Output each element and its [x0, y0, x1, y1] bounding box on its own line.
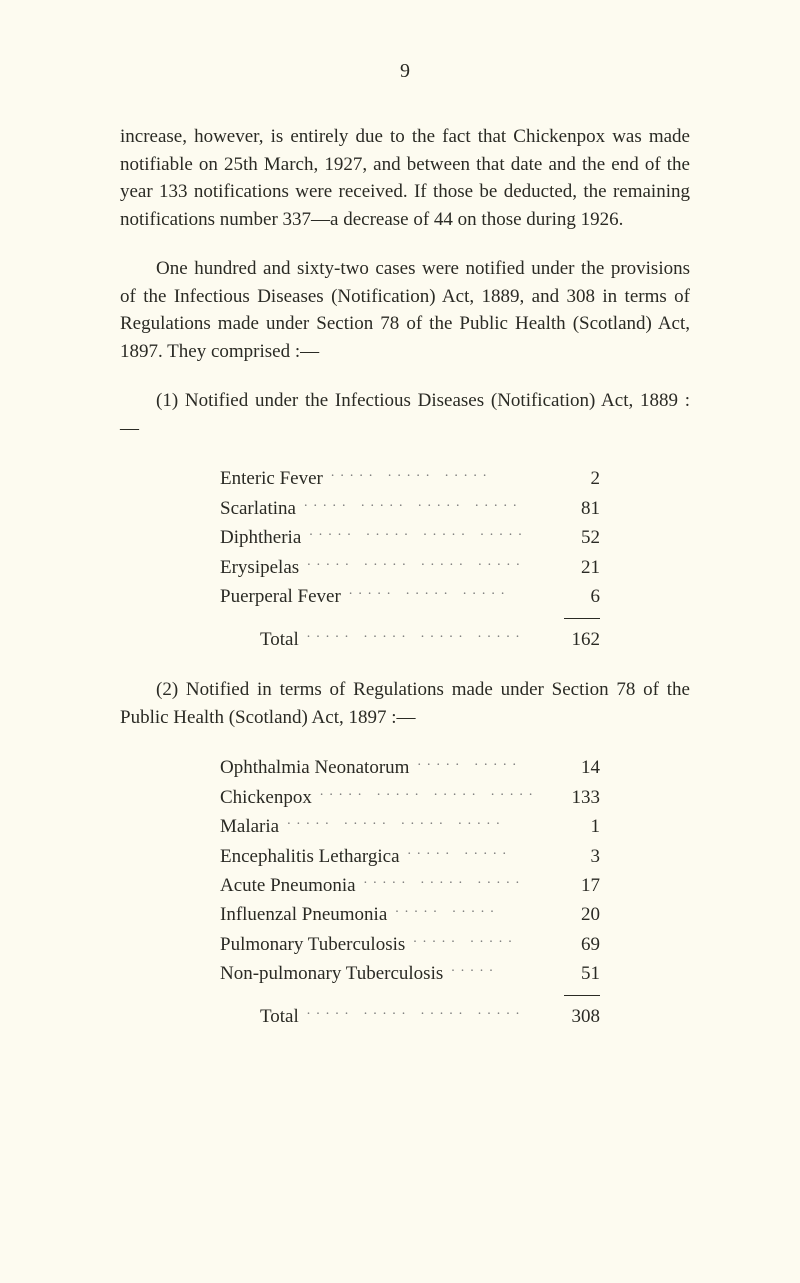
dots-filler: ..... ..... ..... .....	[307, 623, 552, 652]
list-item: Scarlatina ..... ..... ..... ..... 81	[120, 494, 690, 523]
item-label: Puerperal Fever	[220, 582, 341, 611]
dots-filler: ..... ..... .....	[364, 869, 552, 898]
dots-filler: ..... ..... ..... .....	[307, 1000, 552, 1029]
list-item: Diphtheria ..... ..... ..... ..... 52	[120, 523, 690, 552]
item-label: Influenzal Pneumonia	[220, 900, 387, 929]
dots-filler: ..... .....	[395, 898, 552, 927]
dots-filler: ..... ..... ..... .....	[320, 781, 552, 810]
paragraph-3: (1) Notified under the Infectious Diseas…	[120, 387, 690, 442]
item-label: Non-pulmonary Tuberculosis	[220, 959, 443, 988]
item-label: Enteric Fever	[220, 464, 323, 493]
list-item: Encephalitis Lethargica ..... ..... 3	[120, 842, 690, 871]
item-value: 51	[560, 959, 600, 988]
list-item: Non-pulmonary Tuberculosis ..... 51	[120, 959, 690, 988]
dots-filler: ..... ..... ..... .....	[287, 810, 552, 839]
total-label: Total	[260, 1002, 299, 1031]
item-label: Malaria	[220, 812, 279, 841]
dots-filler: ..... .....	[417, 751, 552, 780]
total-rule	[564, 995, 600, 996]
item-label: Encephalitis Lethargica	[220, 842, 400, 871]
list-item: Enteric Fever ..... ..... ..... 2	[120, 464, 690, 493]
paragraph-1: increase, however, is entirely due to th…	[120, 123, 690, 233]
item-label: Chickenpox	[220, 783, 312, 812]
item-value: 20	[560, 900, 600, 929]
dots-filler: .....	[451, 957, 552, 986]
item-value: 14	[560, 753, 600, 782]
list-2: Ophthalmia Neonatorum ..... ..... 14 Chi…	[120, 753, 690, 1031]
paragraph-4: (2) Notified in terms of Regulations mad…	[120, 676, 690, 731]
item-label: Erysipelas	[220, 553, 299, 582]
total-row: Total ..... ..... ..... ..... 308	[120, 1002, 690, 1031]
item-value: 133	[560, 783, 600, 812]
item-value: 2	[560, 464, 600, 493]
list-item: Erysipelas ..... ..... ..... ..... 21	[120, 553, 690, 582]
item-label: Pulmonary Tuberculosis	[220, 930, 405, 959]
item-label: Diphtheria	[220, 523, 301, 552]
list-item: Acute Pneumonia ..... ..... ..... 17	[120, 871, 690, 900]
list-item: Pulmonary Tuberculosis ..... ..... 69	[120, 930, 690, 959]
list-item: Puerperal Fever ..... ..... ..... 6	[120, 582, 690, 611]
item-label: Acute Pneumonia	[220, 871, 356, 900]
list-item: Malaria ..... ..... ..... ..... 1	[120, 812, 690, 841]
item-value: 81	[560, 494, 600, 523]
list-item: Influenzal Pneumonia ..... ..... 20	[120, 900, 690, 929]
item-value: 21	[560, 553, 600, 582]
item-label: Scarlatina	[220, 494, 296, 523]
dots-filler: ..... .....	[408, 840, 552, 869]
list-item: Chickenpox ..... ..... ..... ..... 133	[120, 783, 690, 812]
total-label: Total	[260, 625, 299, 654]
item-value: 17	[560, 871, 600, 900]
total-row: Total ..... ..... ..... ..... 162	[120, 625, 690, 654]
item-value: 3	[560, 842, 600, 871]
item-value: 1	[560, 812, 600, 841]
list-1: Enteric Fever ..... ..... ..... 2 Scarla…	[120, 464, 690, 654]
item-value: 69	[560, 930, 600, 959]
item-label: Ophthalmia Neonatorum	[220, 753, 409, 782]
item-value: 52	[560, 523, 600, 552]
page-container: 9 increase, however, is entirely due to …	[0, 0, 800, 1113]
dots-filler: ..... ..... ..... .....	[307, 551, 552, 580]
total-value: 162	[560, 625, 600, 654]
list-item: Ophthalmia Neonatorum ..... ..... 14	[120, 753, 690, 782]
dots-filler: ..... ..... ..... .....	[309, 521, 552, 550]
paragraph-2: One hundred and sixty-two cases were not…	[120, 255, 690, 365]
item-value: 6	[560, 582, 600, 611]
dots-filler: ..... ..... .....	[331, 462, 552, 491]
page-number: 9	[120, 60, 690, 83]
total-rule	[564, 618, 600, 619]
total-value: 308	[560, 1002, 600, 1031]
dots-filler: ..... ..... ..... .....	[304, 492, 552, 521]
dots-filler: ..... .....	[413, 928, 552, 957]
dots-filler: ..... ..... .....	[349, 580, 552, 609]
